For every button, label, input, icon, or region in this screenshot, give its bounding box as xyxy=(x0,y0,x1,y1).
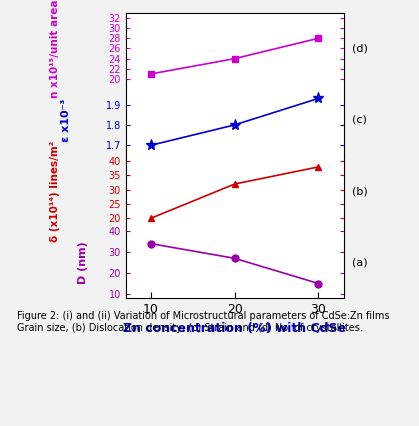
Text: (d): (d) xyxy=(352,43,368,53)
Y-axis label: n x10¹⁵/unit area: n x10¹⁵/unit area xyxy=(50,0,60,98)
Y-axis label: D (nm): D (nm) xyxy=(78,241,88,284)
Y-axis label: δ (x10¹⁴) lines/m²: δ (x10¹⁴) lines/m² xyxy=(50,141,60,242)
Text: (a): (a) xyxy=(352,258,368,268)
Text: (b): (b) xyxy=(352,186,368,196)
Text: (c): (c) xyxy=(352,115,367,125)
Y-axis label: ε x10⁻³: ε x10⁻³ xyxy=(61,98,71,141)
Text: Figure 2: (i) and (ii) Variation of Microstructural parameters of CdSe:Zn films
: Figure 2: (i) and (ii) Variation of Micr… xyxy=(17,311,389,333)
X-axis label: Zn concentration (%) with CdSe: Zn concentration (%) with CdSe xyxy=(123,322,346,334)
